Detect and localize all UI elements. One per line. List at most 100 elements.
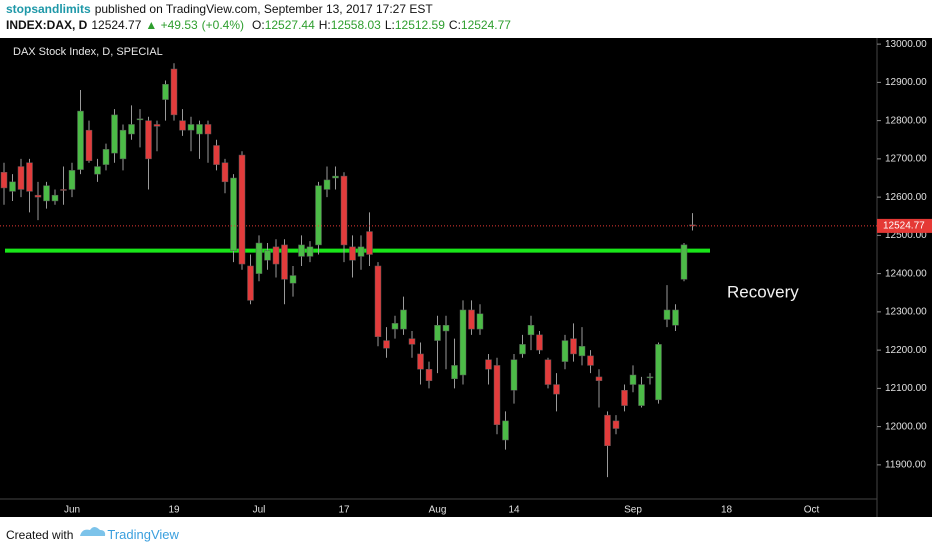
candle-body	[60, 189, 67, 191]
header-line: stopsandlimits published on TradingView.c…	[6, 2, 437, 16]
last-price-label: 12524.77	[883, 221, 925, 232]
candle-body	[349, 246, 356, 261]
candle-body	[485, 359, 492, 370]
candle-body	[672, 309, 679, 326]
close-label: C:	[448, 18, 461, 32]
y-tick-label: 11900.00	[885, 460, 926, 471]
candle-body	[34, 194, 42, 198]
candle-body	[621, 390, 628, 406]
change: ▲ +49.53 (+0.4%)	[145, 18, 245, 32]
candle-body	[400, 309, 407, 330]
candle-body	[119, 129, 127, 160]
candle-body	[655, 344, 662, 401]
chart-title: DAX Stock Index, D, SPECIAL	[13, 46, 163, 58]
y-tick-label: 12000.00	[885, 421, 927, 432]
candle-body	[298, 244, 305, 257]
y-tick-label: 13000.00	[885, 39, 927, 50]
y-tick-label: 12600.00	[885, 192, 927, 203]
candle-body	[527, 325, 535, 336]
candle-body	[383, 340, 390, 349]
candle-body	[179, 120, 186, 131]
candle-body	[230, 177, 237, 251]
y-tick-label: 12900.00	[885, 77, 927, 88]
open-value: 12527.44	[264, 18, 315, 32]
candle-body	[587, 355, 594, 366]
candle-body	[26, 162, 33, 192]
candle-body	[629, 374, 637, 385]
header-quote: INDEX:DAX, D 12524.77 ▲ +49.53 (+0.4%) O:125…	[6, 18, 515, 32]
open-label: O:	[252, 18, 265, 32]
annotation: Recovery	[727, 282, 799, 301]
candle-body	[264, 250, 271, 261]
candle-body	[595, 376, 603, 381]
candle-body	[604, 414, 611, 446]
y-tick-label: 12500.00	[885, 230, 927, 241]
candle-body	[204, 124, 212, 135]
close-value: 12524.77	[460, 18, 511, 32]
candle-body	[519, 344, 526, 355]
high-label: H:	[318, 18, 331, 32]
candle-body	[689, 224, 696, 227]
footer: Created with TradingView	[6, 527, 179, 542]
low-value: 12512.59	[394, 18, 445, 32]
candle-body	[213, 145, 220, 165]
x-tick-label: Jun	[64, 505, 80, 516]
candle-body	[162, 84, 169, 100]
author: stopsandlimits	[6, 2, 91, 16]
x-tick-label: Aug	[429, 505, 447, 516]
candle-body	[170, 68, 178, 116]
candle-body	[638, 384, 645, 406]
x-tick-label: 14	[508, 505, 520, 516]
candle-body	[43, 185, 50, 202]
candle-body	[510, 359, 518, 391]
symbol: INDEX:DAX, D	[6, 18, 88, 32]
candle-body	[434, 325, 441, 341]
candle-body	[145, 120, 152, 160]
candle-body	[0, 172, 8, 189]
y-tick-label: 12300.00	[885, 307, 927, 318]
created-with: Created with	[6, 528, 74, 542]
brand[interactable]: TradingView	[107, 527, 179, 542]
published: published on TradingView.com, September …	[94, 2, 433, 16]
last-price-box	[877, 218, 932, 233]
candle-body	[536, 334, 543, 351]
change-pct: (+0.4%)	[201, 18, 245, 32]
chart-background	[0, 38, 932, 517]
x-tick-label: 19	[168, 505, 180, 516]
x-tick-label: Sep	[624, 505, 642, 516]
candle-body	[468, 309, 475, 330]
logo-icon	[80, 527, 106, 536]
candle-body	[255, 242, 263, 274]
change-value: +49.53	[160, 18, 198, 32]
candle-body	[77, 110, 84, 170]
candle-body	[289, 275, 297, 284]
candle-body	[247, 265, 254, 301]
candle-body	[272, 246, 280, 265]
candle-body	[476, 313, 484, 330]
candle-body	[136, 118, 144, 121]
candle-body	[544, 359, 552, 385]
candle-body	[68, 170, 76, 190]
candle-body	[493, 365, 501, 425]
candle-body	[425, 368, 433, 381]
candle-body	[612, 420, 620, 429]
candle-body	[306, 246, 314, 257]
candle-body	[570, 338, 577, 355]
candle-body	[323, 179, 331, 190]
candle-body	[391, 323, 399, 330]
candle-body	[315, 185, 322, 246]
y-tick-label: 12700.00	[885, 154, 927, 165]
candle-body	[408, 338, 416, 345]
candle-body	[340, 175, 348, 246]
candle-body	[502, 420, 509, 441]
x-tick-label: 18	[721, 505, 733, 516]
candle-body	[9, 181, 16, 192]
candle-body	[102, 149, 110, 165]
candle-body	[680, 244, 688, 280]
candle-body	[442, 325, 450, 332]
x-tick-label: 17	[338, 505, 350, 516]
y-tick-label: 12800.00	[885, 115, 927, 126]
candle-body	[451, 365, 458, 380]
candle-body	[459, 309, 467, 376]
